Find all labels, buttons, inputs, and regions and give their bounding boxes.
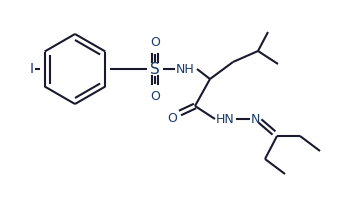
Text: S: S xyxy=(150,62,160,77)
Text: HN: HN xyxy=(216,112,234,125)
Text: O: O xyxy=(150,90,160,103)
Text: O: O xyxy=(150,35,160,49)
Text: N: N xyxy=(250,112,260,125)
Text: NH: NH xyxy=(176,62,195,75)
Text: I: I xyxy=(30,62,34,76)
Text: O: O xyxy=(167,112,177,125)
